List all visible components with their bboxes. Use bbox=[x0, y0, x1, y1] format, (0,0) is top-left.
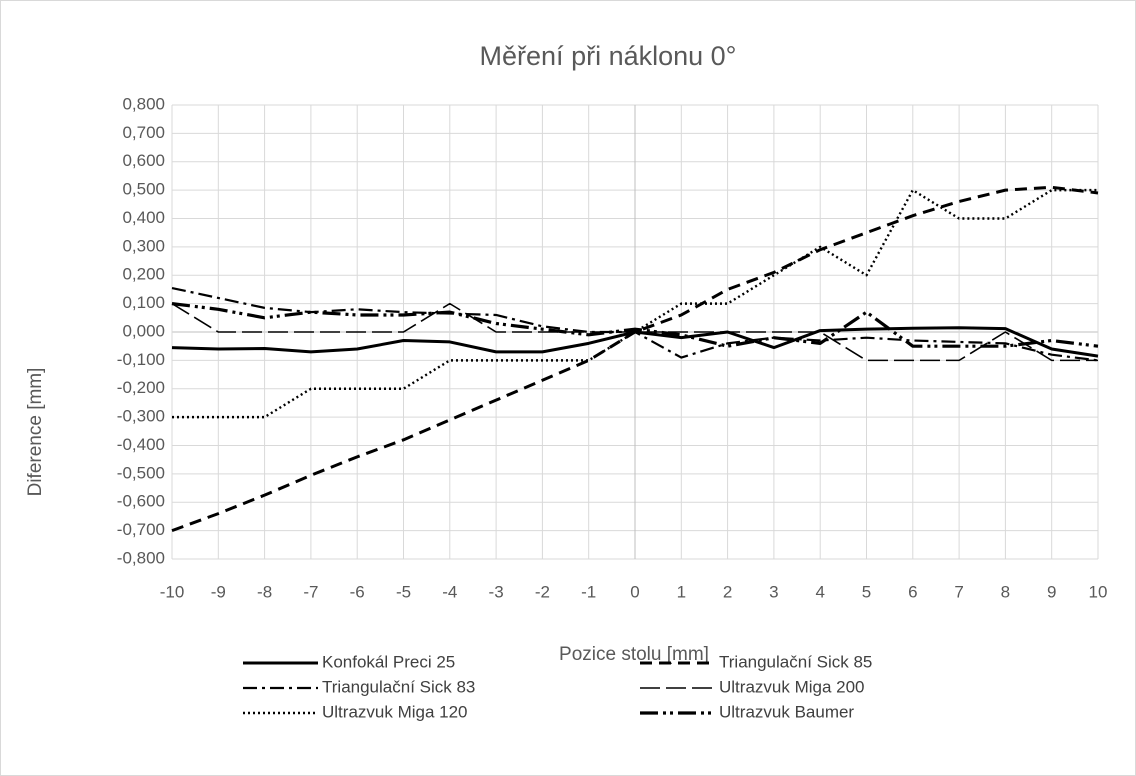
x-tick-label: -6 bbox=[350, 582, 365, 601]
y-tick-label: -0,200 bbox=[117, 378, 165, 397]
x-tick-label: 2 bbox=[723, 582, 732, 601]
x-tick-label: 7 bbox=[954, 582, 963, 601]
x-tick-label: 10 bbox=[1089, 582, 1108, 601]
x-tick-label: 5 bbox=[862, 582, 871, 601]
chart-title: Měření při náklonu 0° bbox=[480, 41, 737, 71]
x-tick-label: -9 bbox=[211, 582, 226, 601]
x-tick-label: 3 bbox=[769, 582, 778, 601]
legend-label: Konfokál Preci 25 bbox=[322, 652, 455, 671]
y-tick-label: 0,300 bbox=[122, 236, 165, 255]
x-axis-title: Pozice stolu [mm] bbox=[559, 644, 709, 665]
y-tick-label: 0,200 bbox=[122, 265, 165, 284]
y-tick-label: -0,700 bbox=[117, 520, 165, 539]
y-tick-label: 0,000 bbox=[122, 321, 165, 340]
y-tick-label: 0,600 bbox=[122, 151, 165, 170]
y-tick-label: -0,500 bbox=[117, 463, 165, 482]
x-tick-label: -7 bbox=[303, 582, 318, 601]
x-tick-label: -8 bbox=[257, 582, 272, 601]
x-tick-label: -2 bbox=[535, 582, 550, 601]
y-tick-label: 0,800 bbox=[122, 94, 165, 113]
x-tick-label: 1 bbox=[677, 582, 686, 601]
y-tick-label: -0,100 bbox=[117, 350, 165, 369]
y-tick-label: -0,300 bbox=[117, 407, 165, 426]
legend-label: Triangulační Sick 83 bbox=[322, 677, 475, 696]
y-tick-label: -0,800 bbox=[117, 548, 165, 567]
x-tick-label: -1 bbox=[581, 582, 596, 601]
series-line bbox=[171, 302, 1098, 362]
y-tick-label: 0,700 bbox=[122, 123, 165, 142]
y-axis-title: Diference [mm] bbox=[25, 368, 46, 497]
y-tick-label: -0,400 bbox=[117, 435, 165, 454]
y-tick-label: 0,400 bbox=[122, 208, 165, 227]
legend-label: Ultrazvuk Miga 120 bbox=[322, 702, 468, 721]
legend-label: Ultrazvuk Baumer bbox=[719, 702, 854, 721]
series-line bbox=[171, 302, 1099, 348]
x-tick-label: 0 bbox=[630, 582, 639, 601]
x-tick-label: 4 bbox=[815, 582, 824, 601]
y-tick-label: 0,100 bbox=[122, 293, 165, 312]
y-tick-label: 0,500 bbox=[122, 180, 165, 199]
x-tick-label: -5 bbox=[396, 582, 411, 601]
x-tick-label: -3 bbox=[489, 582, 504, 601]
x-tick-label: 8 bbox=[1001, 582, 1010, 601]
x-tick-label: 9 bbox=[1047, 582, 1056, 601]
x-tick-label: 6 bbox=[908, 582, 917, 601]
legend-label: Ultrazvuk Miga 200 bbox=[719, 677, 865, 696]
x-tick-label: -4 bbox=[442, 582, 457, 601]
x-tick-label: -10 bbox=[160, 582, 185, 601]
legend-label: Triangulační Sick 85 bbox=[719, 652, 872, 671]
y-tick-label: -0,600 bbox=[117, 492, 165, 511]
